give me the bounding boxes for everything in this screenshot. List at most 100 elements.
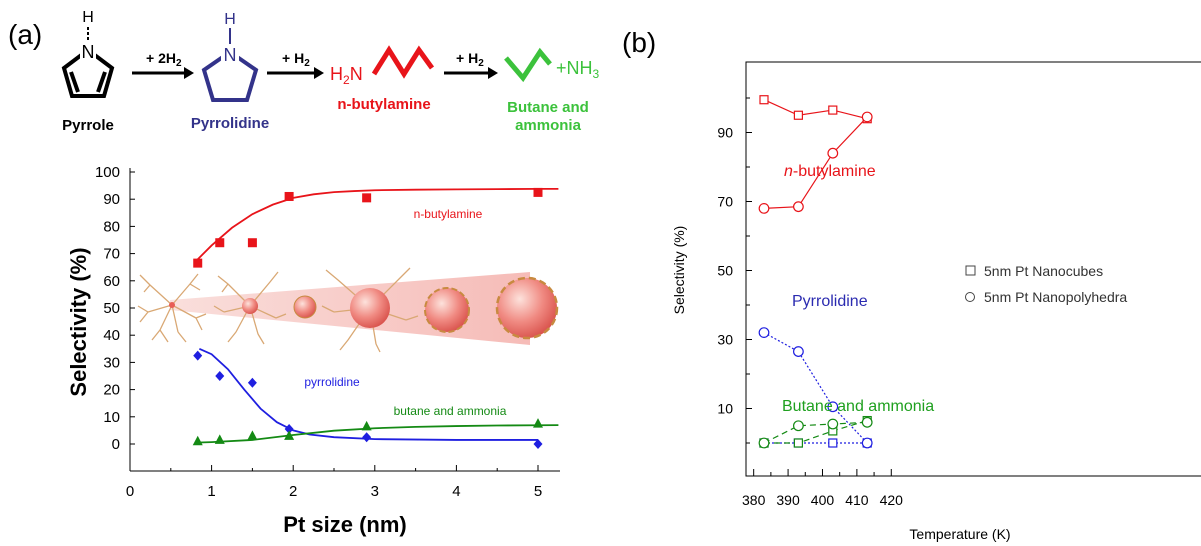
chart-a-point (533, 439, 543, 449)
chart-b-point (827, 418, 839, 430)
chart-b-line-4 (764, 420, 868, 444)
chart-b-point (758, 327, 770, 339)
chart-b-y-tick-label: 90 (717, 125, 733, 141)
chart-a-annotation-butane: butane and ammonia (394, 404, 507, 418)
chart-a-point (215, 371, 225, 381)
particle-4-icon (424, 287, 470, 333)
pyrrole-label: Pyrrole (62, 117, 114, 134)
chart-b-y-label: Selectivity (%) (671, 226, 687, 315)
chart-a-series (192, 187, 559, 449)
arrow3-label: + H (456, 50, 478, 66)
chart-b-label-pyrrolidine: Pyrrolidine (792, 293, 868, 310)
svg-text:+ H2: + H2 (282, 50, 310, 69)
chart-b-point (827, 401, 839, 413)
butane-label-line2: ammonia (515, 117, 582, 134)
chart-a-point (247, 238, 257, 248)
pyrrolidine-label: Pyrrolidine (191, 115, 269, 132)
chart-a-point (247, 377, 257, 388)
chart-b-point (758, 202, 770, 214)
h2n-n: N (350, 64, 363, 84)
chart-b-x-tick-label: 420 (880, 492, 904, 508)
particle-3-icon (350, 288, 390, 328)
chart-a-y-tick-label: 60 (103, 273, 120, 290)
svg-text:+ H2: + H2 (456, 50, 484, 69)
pyrrole-n-atom: N (82, 42, 95, 62)
legend-nanocubes: 5nm Pt Nanocubes (984, 263, 1103, 279)
nanoparticle-illustration (137, 267, 559, 353)
legend-nanopolyhedra: 5nm Pt Nanopolyhedra (984, 289, 1127, 305)
chart-b-point (827, 147, 839, 159)
chart-a-y-tick-label: 70 (103, 246, 120, 263)
chart-a-y-tick-label: 50 (103, 300, 120, 317)
chart-b-point (828, 438, 838, 448)
chart-b-point (793, 346, 804, 357)
chart-b-y-tick-label: 10 (717, 401, 733, 417)
butylamine-chain (371, 45, 435, 79)
chart-a-point (284, 191, 294, 201)
chart-a-x-tick-label: 2 (289, 483, 297, 500)
pyrrole-structure: N H (61, 9, 115, 98)
svg-text:+ 2H2: + 2H2 (146, 50, 182, 69)
h2n-h: H (330, 64, 343, 84)
svg-text:H2N: H2N (330, 64, 363, 87)
chart-b-x-label: Temperature (K) (909, 526, 1010, 542)
chart-a-x-tick-label: 3 (371, 483, 379, 500)
arrow1-sub: 2 (176, 58, 182, 69)
chart-b-label-n-rest: -butylamine (793, 163, 876, 180)
chart-b-y-tick-label: 30 (717, 332, 733, 348)
chart-b-y-tick-label: 50 (717, 263, 733, 279)
chart-b-point (828, 105, 838, 115)
chart-a-y-tick-label: 40 (103, 327, 120, 344)
chart-a-y-tick-label: 10 (103, 409, 120, 426)
chart-a-y-tick-label: 90 (103, 191, 120, 208)
reaction-scheme: N H Pyrrole + 2H2 N H Pyrrolidine + H2 H… (61, 9, 600, 134)
arrow2-sub: 2 (304, 58, 310, 69)
butane-label-line1: Butane and (507, 99, 589, 116)
chart-b-point (758, 437, 770, 449)
chart-a-y-tick-label: 20 (103, 382, 120, 399)
chart-a-point (193, 258, 203, 268)
chart-a-x-tick-label: 5 (534, 483, 542, 500)
chart-a-x-ticks: 0 1 2 3 4 5 (126, 465, 542, 500)
pyrrole-h-atom: H (82, 9, 94, 26)
butane-chain (504, 47, 552, 83)
chart-a: 0 10 20 30 40 50 60 70 80 90 100 0 1 2 3 4 5 Selectivit… (66, 164, 560, 537)
chart-a-annotation-pyrrolidine: pyrrolidine (304, 375, 360, 389)
legend-circle-icon (965, 292, 975, 302)
pyrrolidine-n-atom: N (224, 45, 237, 65)
chart-b-point (861, 437, 873, 449)
chart-b-point (793, 420, 804, 432)
panel-label-b: (b) (622, 27, 656, 58)
chart-b-x-tick-label: 410 (845, 492, 869, 508)
panel-label-a: (a) (8, 19, 42, 50)
chart-b-point (861, 111, 873, 123)
nh3-sub: 3 (593, 67, 600, 81)
chart-a-fit-line-2 (195, 424, 559, 444)
chart-a-y-tick-label: 0 (112, 436, 120, 453)
chart-a-x-tick-label: 1 (207, 483, 215, 500)
chart-b-line-0 (763, 99, 868, 120)
chart-a-point (214, 434, 225, 444)
particle-5-icon (495, 276, 559, 340)
chart-a-point (284, 424, 294, 435)
chart-b-series (758, 95, 873, 449)
dendrimer-2-icon (213, 271, 287, 345)
chart-a-point (215, 238, 225, 248)
chart-b-x-tick-label: 380 (742, 492, 766, 508)
legend-square-icon (965, 265, 976, 276)
chart-b: 10 30 50 70 90 380 390 400 410 420 Selectivity (… (671, 61, 1201, 542)
arrow2-label: + H (282, 50, 304, 66)
chart-a-point (361, 420, 372, 431)
chart-b-point (793, 201, 804, 213)
chart-b-point (793, 438, 804, 448)
chart-b-line-1 (763, 116, 868, 209)
particle-2-icon (293, 295, 317, 319)
chart-a-fit-line-1 (198, 347, 538, 441)
particle-1-icon (242, 298, 258, 314)
chart-a-point (362, 193, 372, 203)
chart-a-y-label: Selectivity (%) (66, 247, 91, 396)
chart-a-annotation-n-butylamine: n-butylamine (414, 207, 483, 221)
chart-b-line-5 (763, 421, 868, 444)
chart-a-point (247, 430, 258, 440)
